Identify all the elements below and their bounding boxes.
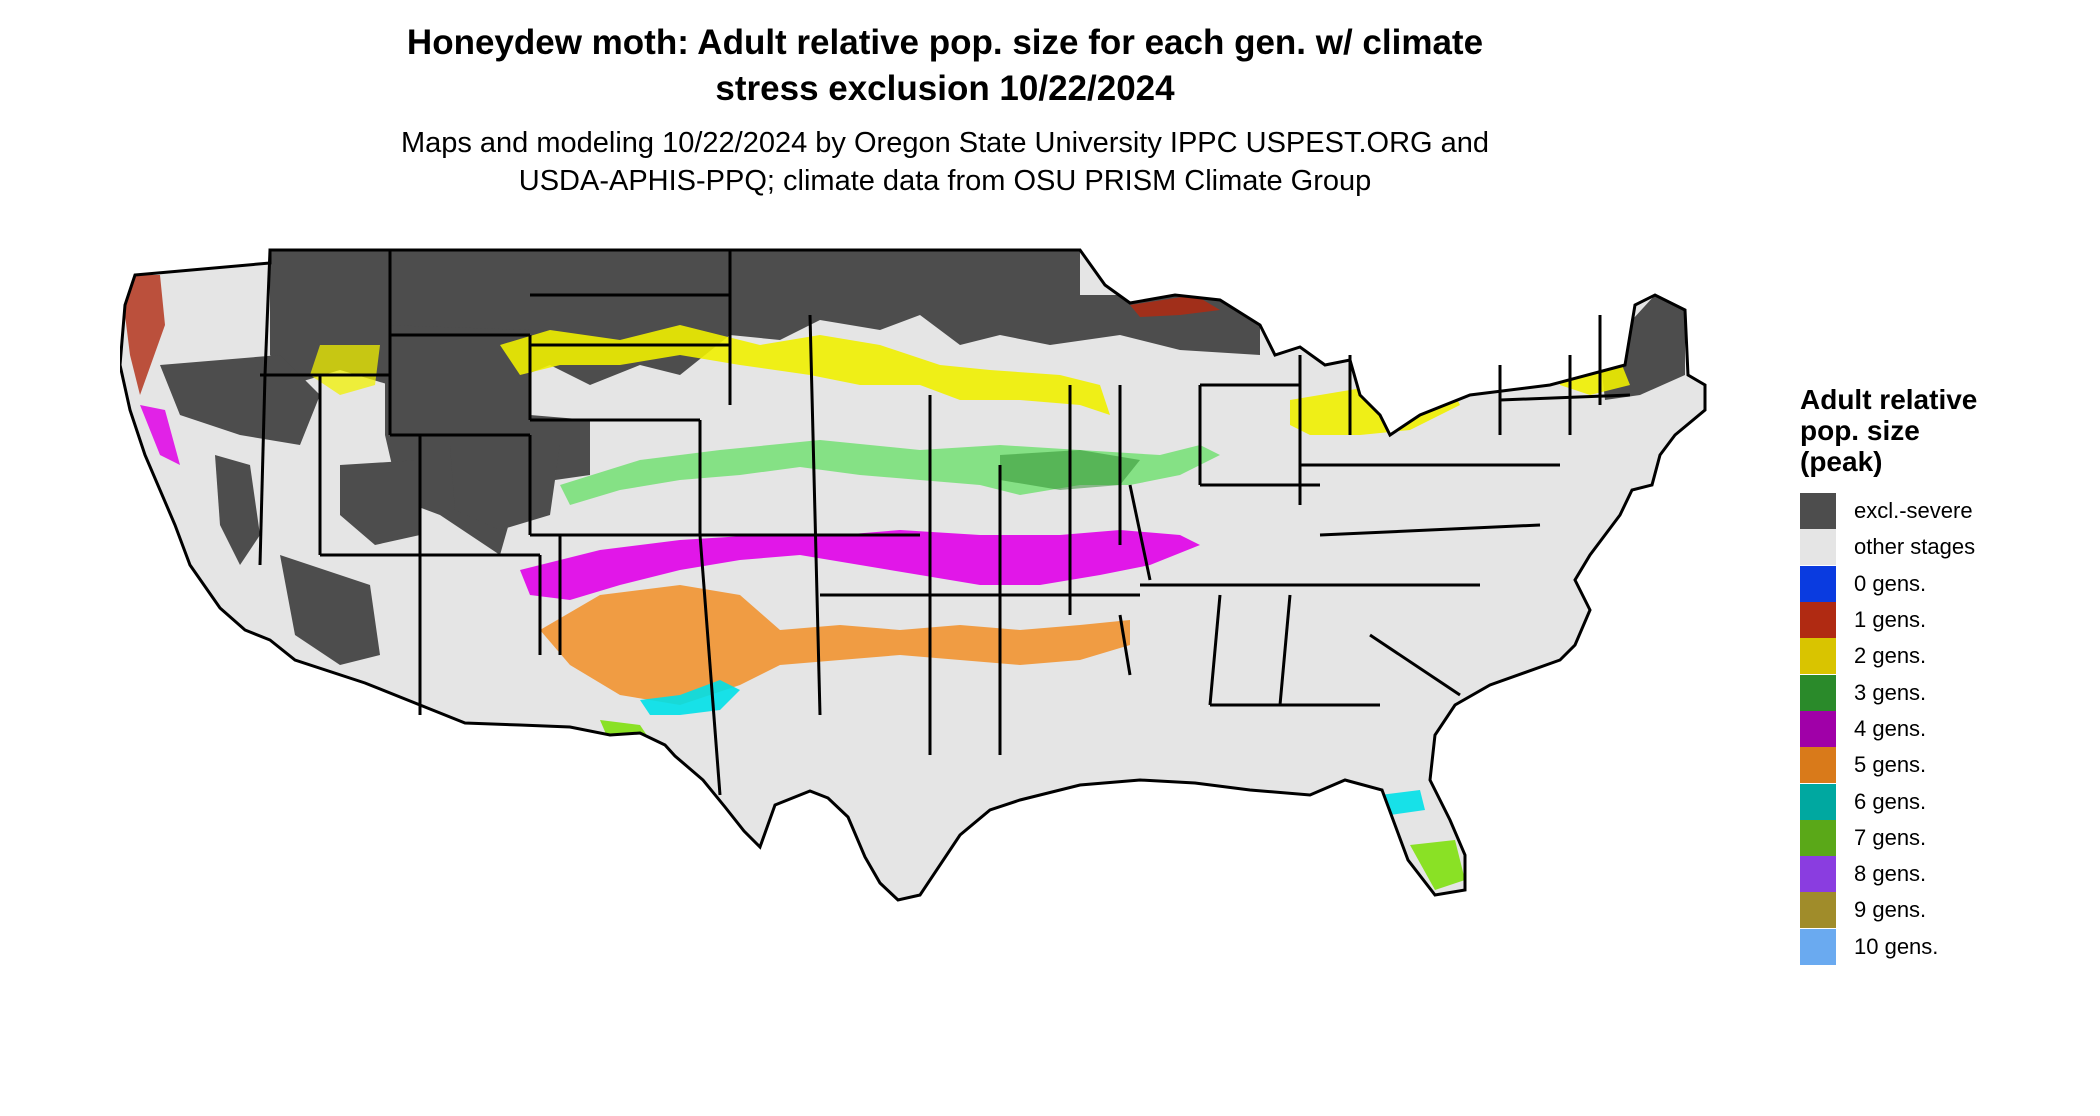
- legend-swatch: [1800, 892, 1836, 929]
- legend-label: 2 gens.: [1854, 643, 1927, 669]
- legend-label: 10 gens.: [1854, 933, 1939, 959]
- state-borders: [258, 249, 1631, 796]
- legend-item: 4 gens.: [1800, 710, 2090, 747]
- zone-6-gens-gulf-coast: [640, 680, 740, 715]
- zone-excl-severe-sierra: [215, 455, 260, 565]
- legend: Adult relative pop. size (peak) excl.-se…: [1800, 384, 2090, 965]
- legend-label: 7 gens.: [1854, 824, 1927, 850]
- legend-title-line-3: (peak): [1800, 446, 1883, 477]
- legend-swatch: [1800, 674, 1836, 711]
- legend-item: 9 gens.: [1800, 892, 2090, 929]
- legend-item: 2 gens.: [1800, 638, 2090, 675]
- legend-swatch: [1800, 819, 1836, 856]
- map-title-line-1: Honeydew moth: Adult relative pop. size …: [406, 23, 1484, 62]
- legend-item: 3 gens.: [1800, 674, 2090, 711]
- legend-item: 7 gens.: [1800, 819, 2090, 856]
- zone-6-gens-florida: [1380, 790, 1425, 815]
- zone-excl-severe-great-basin: [160, 355, 320, 445]
- legend-label: 1 gens.: [1854, 607, 1927, 633]
- zone-4-gens-southwest: [140, 405, 180, 465]
- legend-item: 10 gens.: [1800, 928, 2090, 965]
- legend-swatch: [1800, 747, 1836, 784]
- legend-label: 8 gens.: [1854, 861, 1927, 887]
- zone-excl-severe-colorado: [450, 445, 560, 530]
- legend-title-line-2: pop. size: [1800, 415, 1920, 446]
- legend-items: excl.-severe other stages 0 gens. 1 gens. 2 …: [1800, 493, 2090, 965]
- legend-label: other stages: [1854, 534, 1976, 560]
- legend-swatch: [1800, 493, 1836, 530]
- legend-label: 5 gens.: [1854, 752, 1927, 778]
- legend-title-line-1: Adult relative: [1800, 384, 1978, 415]
- legend-label: 6 gens.: [1854, 788, 1927, 814]
- zone-2-gens-west: [310, 345, 380, 395]
- legend-swatch: [1800, 783, 1836, 820]
- legend-item: 1 gens.: [1800, 602, 2090, 639]
- legend-item: 5 gens.: [1800, 747, 2090, 784]
- legend-label: excl.-severe: [1854, 498, 1973, 524]
- zone-5-gens-gulf-states: [540, 585, 1130, 705]
- legend-label: 9 gens.: [1854, 897, 1927, 923]
- zone-2-gens-upper-midwest: [500, 325, 1110, 415]
- legend-item: 0 gens.: [1800, 565, 2090, 602]
- zone-7-gens-south-florida: [1410, 840, 1465, 890]
- legend-label: 4 gens.: [1854, 715, 1927, 741]
- legend-label: 0 gens.: [1854, 570, 1927, 596]
- legend-swatch: [1800, 638, 1836, 675]
- legend-item: 8 gens.: [1800, 856, 2090, 893]
- legend-label: 3 gens.: [1854, 679, 1927, 705]
- map-subtitle-line-2: USDA-APHIS-PPQ; climate data from OSU PR…: [518, 165, 1372, 197]
- zone-4-gens-mid-south: [520, 530, 1200, 600]
- map-subtitle: Maps and modeling 10/22/2024 by Oregon S…: [270, 124, 1620, 200]
- legend-item: other stages: [1800, 529, 2090, 566]
- legend-swatch: [1800, 529, 1836, 566]
- legend-swatch: [1800, 710, 1836, 747]
- legend-swatch: [1800, 602, 1836, 639]
- zone-excl-severe-utah: [340, 460, 420, 545]
- map-title: Honeydew moth: Adult relative pop. size …: [270, 20, 1620, 112]
- zone-1-gens-pacific-nw: [120, 275, 165, 395]
- us-map: [120, 248, 1707, 902]
- map-subtitle-line-1: Maps and modeling 10/22/2024 by Oregon S…: [400, 127, 1490, 159]
- legend-swatch: [1800, 856, 1836, 893]
- zone-excl-severe-arizona: [280, 555, 380, 665]
- legend-item: excl.-severe: [1800, 493, 2090, 530]
- legend-item: 6 gens.: [1800, 783, 2090, 820]
- legend-title: Adult relative pop. size (peak): [1800, 384, 2090, 477]
- zone-1-gens-michigan-up: [1130, 295, 1220, 317]
- zone-excl-severe-wyoming: [385, 325, 590, 555]
- legend-swatch: [1800, 928, 1836, 965]
- legend-swatch: [1800, 565, 1836, 602]
- map-title-line-2: stress exclusion 10/22/2024: [715, 69, 1175, 108]
